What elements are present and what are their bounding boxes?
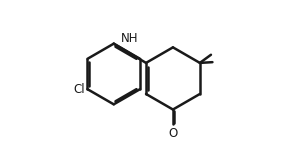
Text: Cl: Cl <box>74 83 85 96</box>
Text: O: O <box>168 127 178 140</box>
Text: NH: NH <box>121 32 139 45</box>
